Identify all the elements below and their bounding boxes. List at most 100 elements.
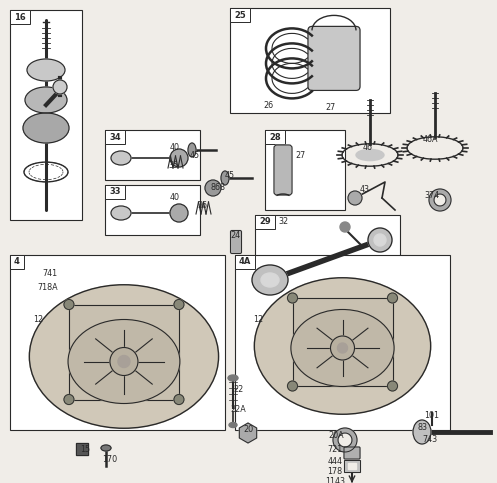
Text: 178: 178 <box>328 468 342 477</box>
Text: 101: 101 <box>424 411 439 420</box>
Circle shape <box>331 336 354 360</box>
Text: 36: 36 <box>197 200 207 210</box>
Circle shape <box>287 293 298 303</box>
Ellipse shape <box>111 206 131 220</box>
Bar <box>293 298 393 386</box>
Bar <box>265 130 345 210</box>
Text: 4A: 4A <box>239 257 251 267</box>
Bar <box>235 255 255 269</box>
Circle shape <box>170 204 188 222</box>
Bar <box>265 130 285 144</box>
Ellipse shape <box>23 113 69 143</box>
Ellipse shape <box>356 149 384 161</box>
Text: 43: 43 <box>360 185 370 195</box>
Text: 718A: 718A <box>38 283 58 292</box>
Ellipse shape <box>413 420 431 444</box>
Bar <box>105 130 125 144</box>
Bar <box>230 8 390 113</box>
Bar <box>76 443 88 455</box>
Bar <box>69 304 179 399</box>
Text: 25: 25 <box>234 11 246 19</box>
Text: 4: 4 <box>14 257 20 267</box>
Text: 27: 27 <box>325 103 335 113</box>
Text: 20: 20 <box>243 426 253 435</box>
Ellipse shape <box>27 59 65 81</box>
Bar <box>10 255 225 430</box>
Bar <box>69 304 179 399</box>
Ellipse shape <box>25 87 67 113</box>
FancyBboxPatch shape <box>231 230 242 254</box>
Bar <box>255 215 275 229</box>
Bar <box>10 10 30 24</box>
Circle shape <box>337 343 347 353</box>
Bar <box>344 460 360 472</box>
Text: 35: 35 <box>168 160 178 170</box>
Circle shape <box>368 228 392 252</box>
Text: 83: 83 <box>417 424 427 432</box>
Text: 45: 45 <box>225 170 235 180</box>
Circle shape <box>374 234 386 246</box>
Text: 32: 32 <box>278 217 288 227</box>
Text: 46A: 46A <box>422 136 438 144</box>
Text: 374: 374 <box>424 190 439 199</box>
Text: 20A: 20A <box>328 430 344 440</box>
Circle shape <box>340 222 350 232</box>
Ellipse shape <box>188 143 196 157</box>
Bar <box>293 298 393 386</box>
Bar <box>255 215 400 305</box>
Text: 40: 40 <box>170 143 180 153</box>
Text: 15: 15 <box>80 445 90 455</box>
Circle shape <box>110 347 138 375</box>
Circle shape <box>174 299 184 310</box>
Circle shape <box>388 293 398 303</box>
Text: 721: 721 <box>328 445 342 455</box>
Text: 29: 29 <box>259 217 271 227</box>
Bar <box>76 443 88 455</box>
Text: 24: 24 <box>230 230 240 240</box>
Ellipse shape <box>68 319 180 403</box>
Text: 170: 170 <box>102 455 118 465</box>
Text: 34: 34 <box>109 132 121 142</box>
Circle shape <box>170 149 188 167</box>
Circle shape <box>53 80 67 94</box>
Ellipse shape <box>252 265 288 295</box>
Ellipse shape <box>291 310 394 386</box>
Circle shape <box>287 381 298 391</box>
Text: 33: 33 <box>109 187 121 197</box>
Bar <box>10 10 82 220</box>
Text: 16: 16 <box>14 13 26 22</box>
FancyBboxPatch shape <box>274 145 292 195</box>
Circle shape <box>388 381 398 391</box>
Text: 22A: 22A <box>230 406 246 414</box>
Text: 45: 45 <box>190 151 200 159</box>
Ellipse shape <box>261 273 279 287</box>
Text: 12: 12 <box>33 315 43 325</box>
Circle shape <box>205 180 221 196</box>
Ellipse shape <box>254 278 430 414</box>
Bar <box>105 185 200 235</box>
Text: 22: 22 <box>233 385 243 395</box>
Text: 444: 444 <box>328 457 342 467</box>
Ellipse shape <box>221 171 229 185</box>
Text: 26: 26 <box>263 100 273 110</box>
Text: 743: 743 <box>422 436 437 444</box>
Bar <box>344 460 360 472</box>
Text: 741: 741 <box>42 269 58 278</box>
FancyBboxPatch shape <box>344 447 360 459</box>
Text: 46: 46 <box>363 143 373 153</box>
Ellipse shape <box>101 445 111 451</box>
Circle shape <box>64 299 74 310</box>
Ellipse shape <box>228 375 238 381</box>
Text: 868: 868 <box>211 184 226 193</box>
Bar <box>348 463 356 469</box>
Bar <box>235 255 450 430</box>
Bar <box>230 8 250 22</box>
Circle shape <box>174 395 184 404</box>
Text: 1143: 1143 <box>325 478 345 483</box>
Text: 12: 12 <box>253 315 263 325</box>
Bar <box>105 185 125 199</box>
Bar <box>105 130 200 180</box>
Circle shape <box>348 191 362 205</box>
Circle shape <box>118 355 130 368</box>
Text: 40: 40 <box>170 194 180 202</box>
